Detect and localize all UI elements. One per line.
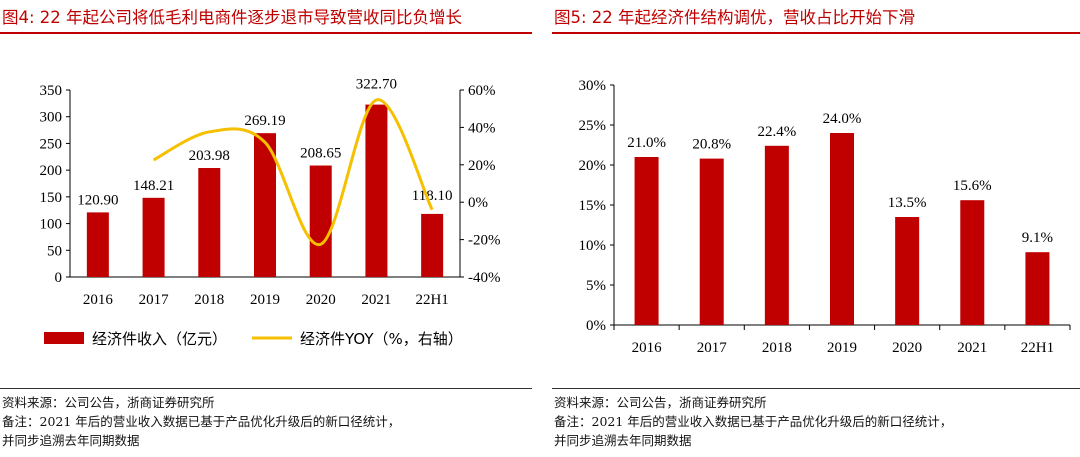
bar [960,200,985,325]
y-tick-label: 15% [579,198,607,214]
y-tick-label: 5% [586,278,606,294]
remark-note: 备注：2021 年后的营业收入数据已基于产品优化升级后的新口径统计， [2,414,401,429]
x-tick-label: 2021 [361,292,391,308]
legend-swatch-bar [44,332,84,344]
y-tick-label: 10% [579,238,607,254]
y-tick-label-right: -40% [468,270,501,286]
x-tick-label: 2019 [250,292,280,308]
bar [198,168,221,277]
chart-4-title: 图4: 22 年起公司将低毛利电商件逐步退市导致营收同比负增长 [2,8,463,27]
y-tick-label-left: 200 [40,163,63,179]
data-label: 22.4% [757,124,796,140]
y-tick-label-left: 250 [40,136,63,152]
x-tick-label: 2016 [83,292,114,308]
source-note: 资料来源：公司公告，浙商证券研究所 [554,395,767,410]
y-tick-label-left: 100 [40,217,63,233]
data-label: 118.10 [412,188,453,204]
y-tick-label: 30% [579,78,607,94]
data-label: 148.21 [133,178,174,194]
data-label: 9.1% [1022,230,1053,246]
y-tick-label-left: 0 [55,270,63,286]
x-tick-label: 22H1 [1021,340,1054,356]
title-divider [552,32,1080,34]
remark-note-cont: 并同步追溯去年同期数据 [2,433,140,448]
bar [1025,252,1050,325]
x-tick-label: 2017 [697,340,728,356]
data-label: 13.5% [888,195,927,211]
data-label: 208.65 [300,146,341,162]
remark-note-cont: 并同步追溯去年同期数据 [554,433,692,448]
data-label: 21.0% [627,135,666,151]
x-tick-label: 2020 [306,292,336,308]
bar [309,165,332,277]
bar [86,212,109,277]
bar [699,158,724,325]
data-label: 15.6% [953,178,992,194]
y-tick-label-left: 150 [40,190,63,206]
remark-note: 备注：2021 年后的营业收入数据已基于产品优化升级后的新口径统计， [554,414,953,429]
chart-panel-4: 图4: 22 年起公司将低毛利电商件逐步退市导致营收同比负增长 0 50 100 15… [0,0,532,457]
x-tick-label: 2016 [632,340,663,356]
x-tick-label: 2018 [762,340,792,356]
bar [421,213,444,277]
chart-5-title: 图5: 22 年起经济件结构调优，营收占比开始下滑 [554,8,916,27]
x-tick-label: 2019 [827,340,857,356]
y-tick-label-right: -20% [468,233,501,249]
bar [830,133,854,325]
x-tick-label: 22H1 [415,292,448,308]
x-tick-label: 2021 [957,340,987,356]
data-label: 120.90 [77,192,118,208]
y-tick-label: 20% [579,158,607,174]
x-tick-label: 2018 [194,292,224,308]
chart-panel-5: 图5: 22 年起经济件结构调优，营收占比开始下滑 0% 5% 10% 15% 20% 2… [552,0,1080,457]
y-tick-label-right: 60% [468,83,496,99]
bar [365,104,388,277]
chart-5-plot: 0% 5% 10% 15% 20% 25% 30% 21.0% 20.8% 22.4% 24.0% 1… [579,78,1071,356]
y-tick-label-right: 20% [468,158,496,174]
x-tick-label: 2020 [892,340,922,356]
chart-4-notes: 资料来源：公司公告，浙商证券研究所 备注：2021 年后的营业收入数据已基于产品… [2,393,400,450]
title-divider [0,32,532,34]
legend-label-bar: 经济件收入（亿元） [92,330,227,348]
notes-divider [0,388,532,389]
data-label: 322.70 [356,77,397,93]
legend-label-line: 经济件YOY（%，右轴） [300,330,463,348]
notes-divider [552,388,1080,389]
bar [764,145,789,325]
y-tick-label-left: 50 [47,243,62,259]
yoy-line [152,98,434,246]
chart-5-notes: 资料来源：公司公告，浙商证券研究所 备注：2021 年后的营业收入数据已基于产品… [554,393,952,450]
bar [254,133,276,277]
data-label: 24.0% [823,111,862,127]
y-tick-label-right: 0% [468,195,488,211]
y-tick-label: 0% [586,318,606,334]
bar [634,157,659,325]
x-tick-label: 2017 [139,292,170,308]
y-tick-label-left: 350 [40,83,63,99]
data-label: 203.98 [189,148,230,164]
data-label: 20.8% [692,137,731,153]
bar [142,197,165,277]
y-tick-label: 25% [579,118,607,134]
y-tick-label-right: 40% [468,120,496,136]
data-label: 269.19 [244,113,285,129]
bar [895,217,920,325]
y-tick-label-left: 300 [40,110,63,126]
chart-4-plot: 0 50 100 150 200 250 300 350 -40% -20% 0% 20% 40% 60%… [40,77,501,348]
source-note: 资料来源：公司公告，浙商证券研究所 [2,395,215,410]
